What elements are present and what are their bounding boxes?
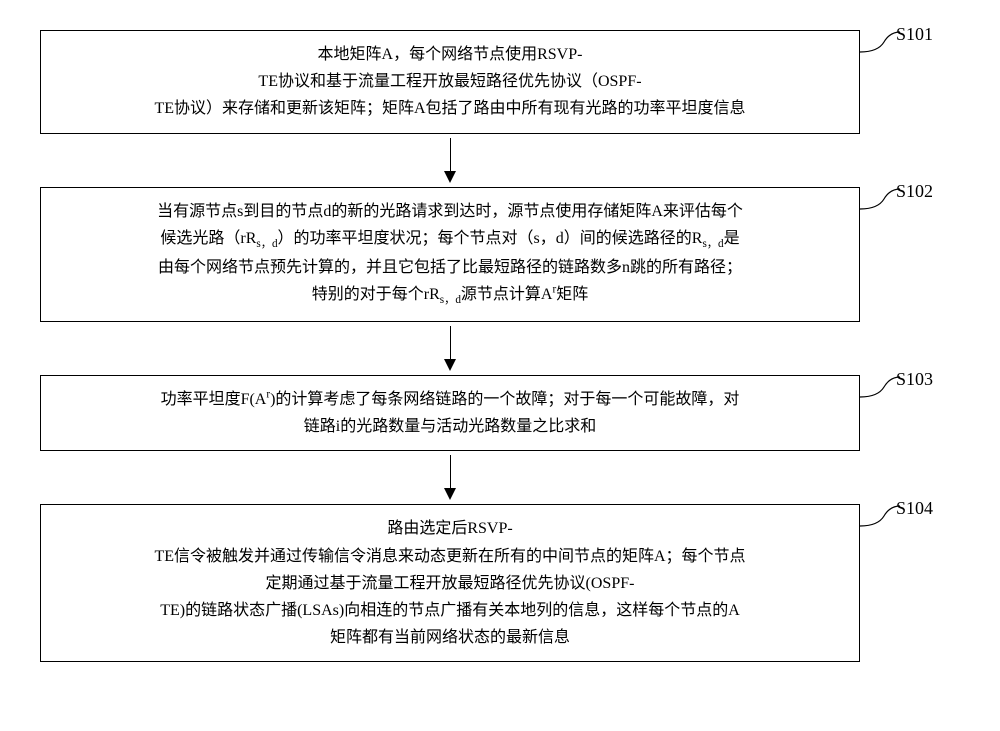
step-label: S103: [896, 369, 933, 390]
flowchart-container: 本地矩阵A，每个网络节点使用RSVP- TE协议和基于流量工程开放最短路径优先协…: [20, 30, 980, 662]
step-label: S101: [896, 24, 933, 45]
flow-step-s101: 本地矩阵A，每个网络节点使用RSVP- TE协议和基于流量工程开放最短路径优先协…: [40, 30, 860, 134]
curve-icon: [860, 30, 900, 56]
step-line: 矩阵都有当前网络状态的最新信息: [330, 629, 570, 646]
flow-step-s104: 路由选定后RSVP- TE信令被触发并通过传输信令消息来动态更新在所有的中间节点…: [40, 504, 860, 662]
step-line: 当有源节点s到目的节点d的新的光路请求到达时，源节点使用存储矩阵A来评估每个: [157, 203, 743, 220]
flow-step-s103: 功率平坦度F(Ar)的计算考虑了每条网络链路的一个故障；对于每一个可能故障，对 …: [40, 375, 860, 452]
flow-row: 本地矩阵A，每个网络节点使用RSVP- TE协议和基于流量工程开放最短路径优先协…: [20, 30, 980, 134]
flow-row: 功率平坦度F(Ar)的计算考虑了每条网络链路的一个故障；对于每一个可能故障，对 …: [20, 375, 980, 452]
curve-icon: [860, 375, 900, 401]
step-line: TE)的链路状态广播(LSAs)向相连的节点广播有关本地列的信息，这样每个节点的…: [160, 602, 740, 619]
label-connector: S101: [860, 30, 980, 61]
step-label: S104: [896, 498, 933, 519]
step-line: TE信令被触发并通过传输信令消息来动态更新在所有的中间节点的矩阵A；每个节点: [154, 548, 745, 565]
step-line: TE协议）来存储和更新该矩阵；矩阵A包括了路由中所有现有光路的功率平坦度信息: [154, 100, 745, 117]
step-line: 本地矩阵A，每个网络节点使用RSVP-: [318, 46, 583, 63]
flow-step-s102: 当有源节点s到目的节点d的新的光路请求到达时，源节点使用存储矩阵A来评估每个 候…: [40, 187, 860, 322]
step-line: 链路i的光路数量与活动光路数量之比求和: [304, 418, 596, 435]
flow-arrow: [40, 326, 860, 371]
flow-arrow: [40, 138, 860, 183]
step-line: 功率平坦度F(Ar)的计算考虑了每条网络链路的一个故障；对于每一个可能故障，对: [161, 391, 740, 408]
step-line: 路由选定后RSVP-: [387, 520, 512, 537]
flow-arrow: [40, 455, 860, 500]
flow-row: 路由选定后RSVP- TE信令被触发并通过传输信令消息来动态更新在所有的中间节点…: [20, 504, 980, 662]
flow-row: 当有源节点s到目的节点d的新的光路请求到达时，源节点使用存储矩阵A来评估每个 候…: [20, 187, 980, 322]
step-line: 定期通过基于流量工程开放最短路径优先协议(OSPF-: [266, 575, 635, 592]
label-connector: S103: [860, 375, 980, 406]
step-label: S102: [896, 181, 933, 202]
curve-icon: [860, 504, 900, 530]
step-line: 由每个网络节点预先计算的，并且它包括了比最短路径的链路数多n跳的所有路径；: [158, 259, 742, 276]
step-line: 特别的对于每个rRs，d源节点计算Ar矩阵: [312, 286, 588, 303]
curve-icon: [860, 187, 900, 213]
step-line: 候选光路（rRs，d）的功率平坦度状况；每个节点对（s，d）间的候选路径的Rs，…: [160, 230, 739, 247]
label-connector: S104: [860, 504, 980, 535]
step-line: TE协议和基于流量工程开放最短路径优先协议（OSPF-: [258, 73, 641, 90]
label-connector: S102: [860, 187, 980, 218]
